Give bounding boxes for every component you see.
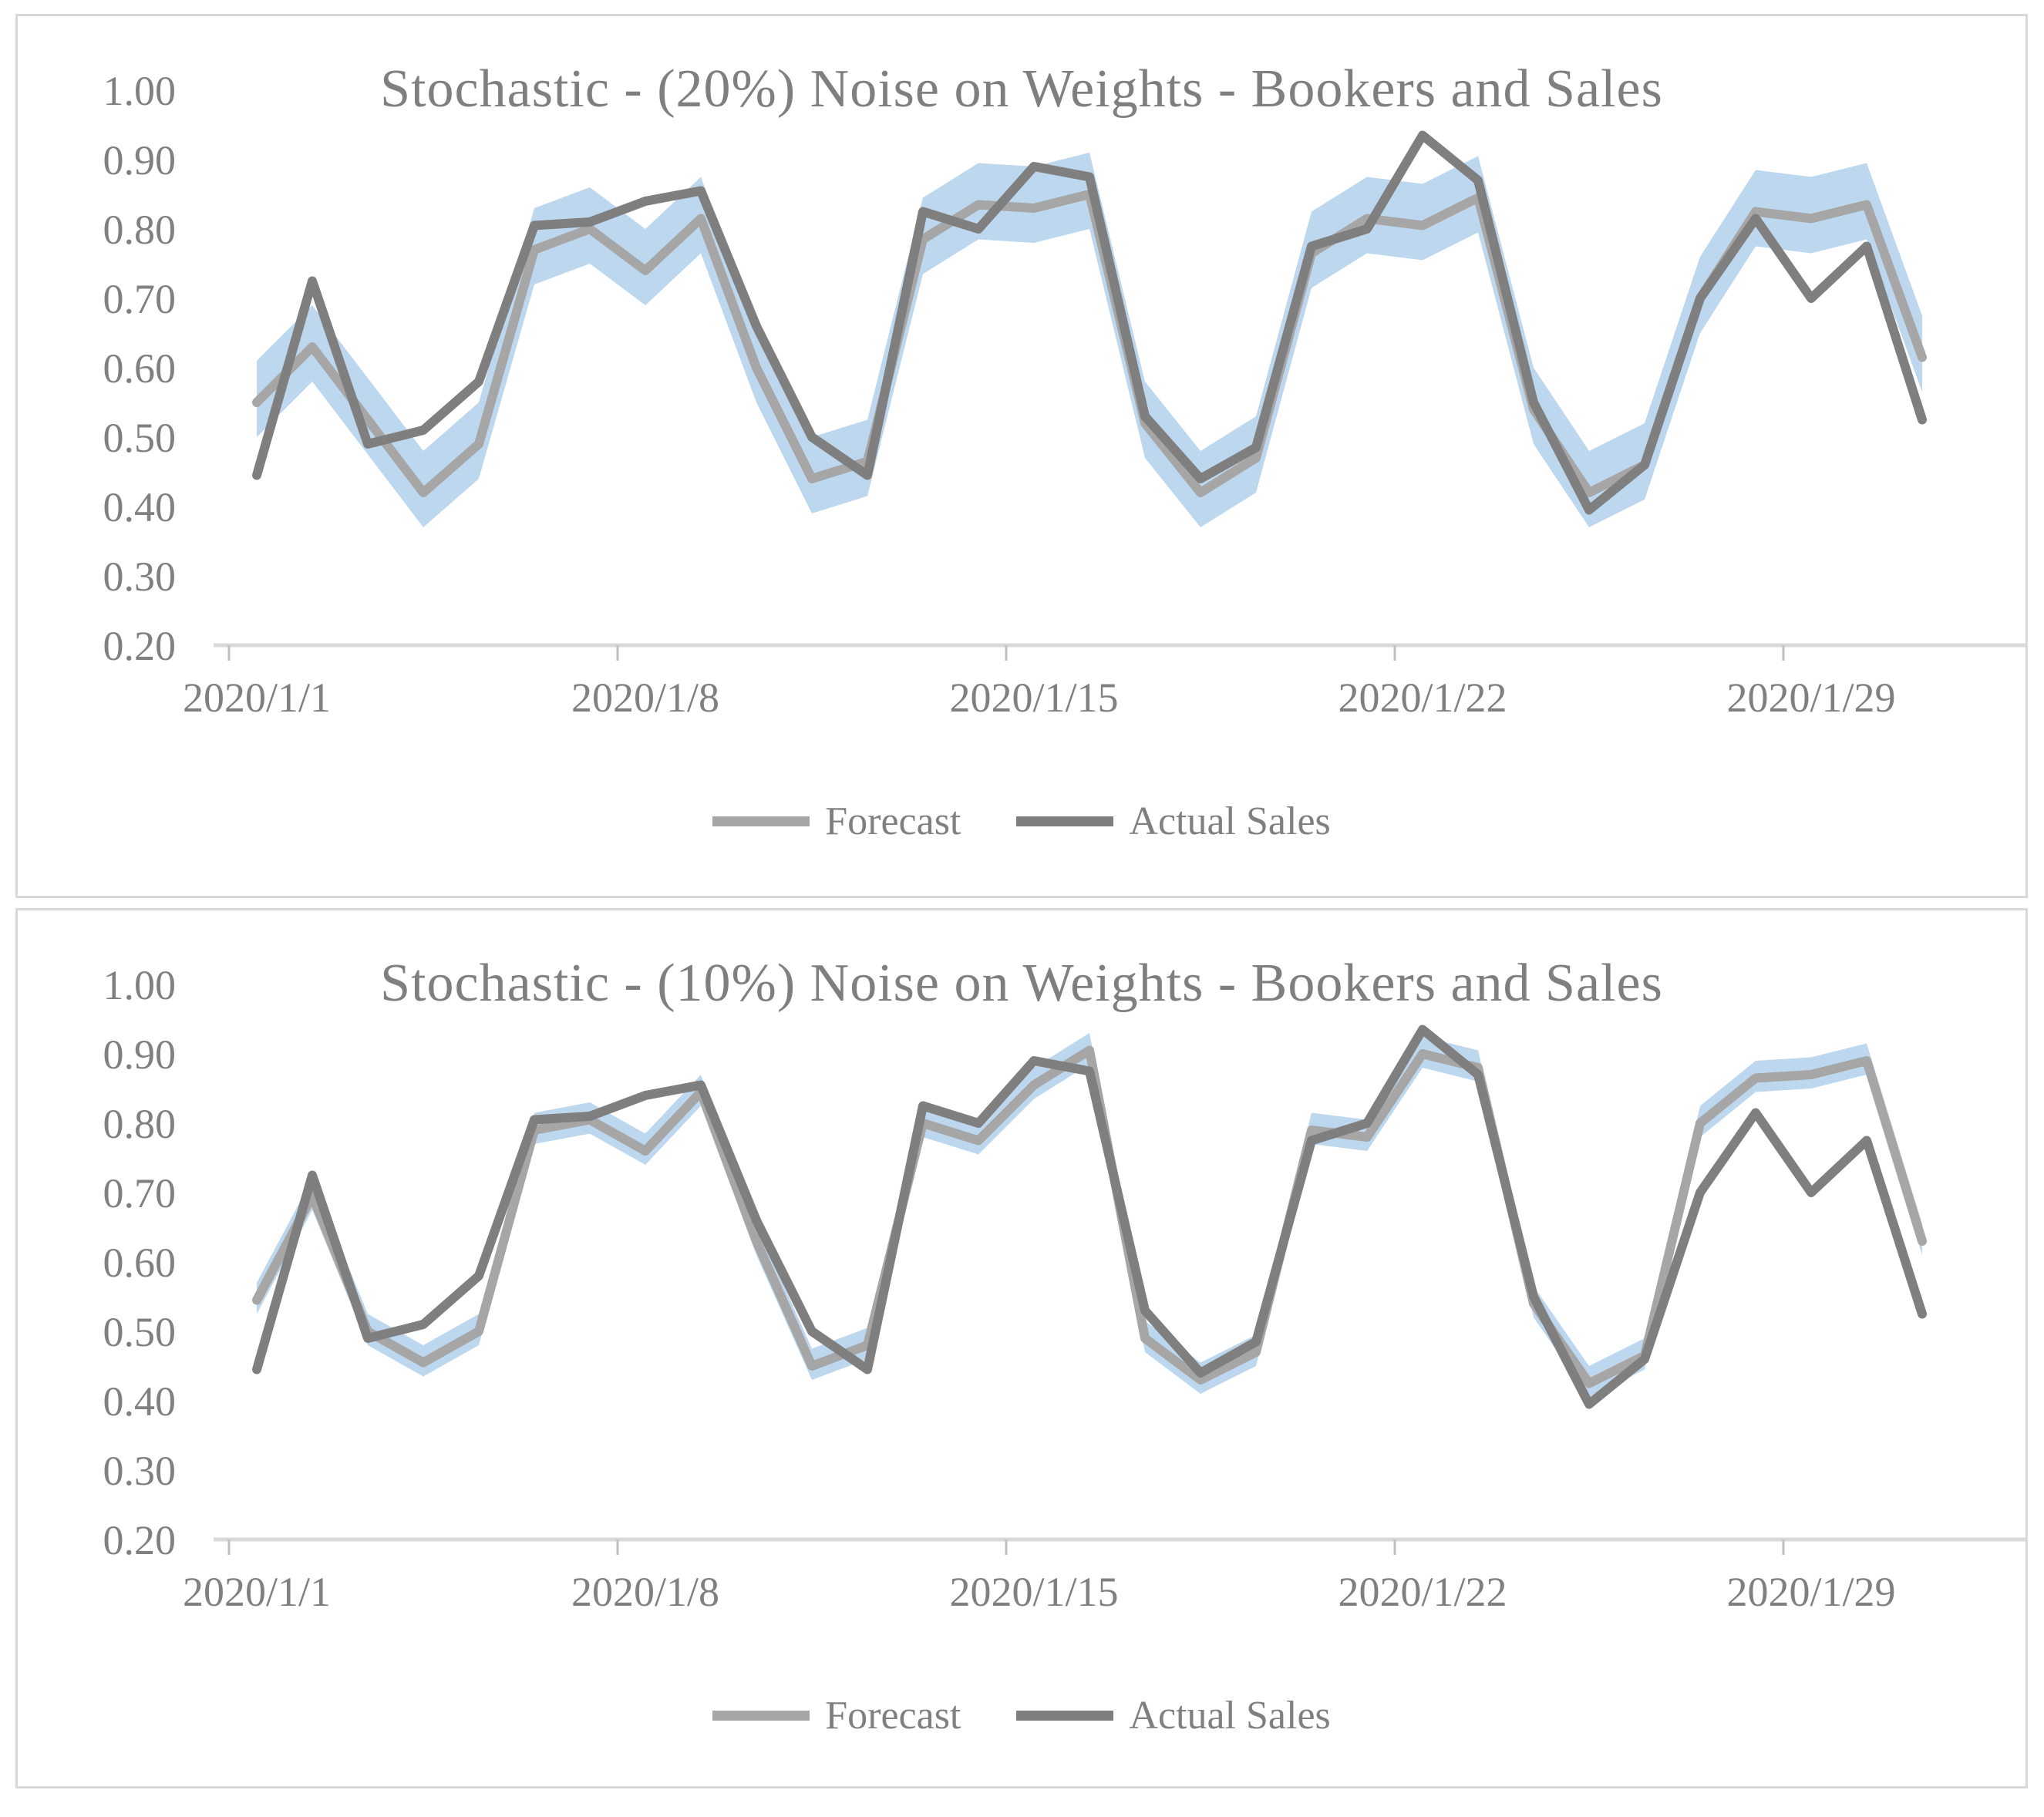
x-tick-label: 2020/1/29 [1726, 675, 1895, 721]
y-tick-label: 0.70 [103, 276, 177, 322]
plot-area: 1.000.900.800.700.600.500.400.300.202020… [103, 962, 2025, 1615]
actual-sales-line-swatch [1016, 1711, 1114, 1721]
y-tick-label: 0.90 [103, 1031, 177, 1078]
x-tick-label: 2020/1/8 [571, 1569, 719, 1615]
y-tick-label: 0.60 [103, 1240, 177, 1286]
actual-sales-line [252, 130, 1927, 515]
x-tick-label: 2020/1/1 [183, 675, 331, 721]
chart-title: Stochastic - (20%) Noise on Weights - Bo… [380, 59, 1663, 119]
legend-label-forecast: Forecast [825, 799, 961, 843]
y-tick-label: 0.80 [103, 1101, 177, 1147]
legend: Forecast Actual Sales [18, 799, 2025, 844]
forecast-line [252, 1045, 1927, 1388]
actual-sales-line [252, 1025, 1927, 1409]
y-tick-label: 0.60 [103, 345, 177, 392]
x-tick-label: 2020/1/1 [183, 1569, 331, 1615]
y-tick-label: 0.80 [103, 207, 177, 253]
x-tick-label: 2020/1/15 [949, 1569, 1118, 1615]
y-tick-label: 0.70 [103, 1170, 177, 1216]
y-tick-label: 1.00 [103, 962, 177, 1008]
legend-label-forecast: Forecast [825, 1694, 961, 1738]
y-tick-label: 1.00 [103, 68, 177, 114]
y-tick-label: 0.30 [103, 1448, 177, 1494]
y-tick-label: 0.50 [103, 1309, 177, 1355]
y-tick-label: 0.50 [103, 415, 177, 461]
x-tick-label: 2020/1/22 [1338, 675, 1507, 721]
chart-panel-20pct-noise: 1.00 0.90 0.80 0.70 0.60 0.50 0.40 0.30 0.20 2020… [15, 14, 2028, 898]
legend-label-actual-sales: Actual Sales [1129, 1694, 1331, 1738]
forecast-line-swatch [712, 816, 810, 826]
y-tick-label: 0.20 [103, 1517, 177, 1563]
y-tick-label: 0.30 [103, 554, 177, 600]
plot-area: 1.000.900.800.700.600.500.400.300.202020… [103, 68, 2025, 721]
y-tick-label: 0.40 [103, 1378, 177, 1425]
chart-panel-10pct-noise: 1.00 0.90 0.80 0.70 0.60 0.50 0.40 0.30 0.20 2020… [15, 908, 2028, 1788]
y-tick-label: 0.20 [103, 623, 177, 669]
chart-title: Stochastic - (10%) Noise on Weights - Bo… [380, 954, 1663, 1013]
forecast-line-swatch [712, 1711, 810, 1721]
legend-item-forecast: Forecast [712, 799, 961, 844]
x-tick-label: 2020/1/15 [949, 675, 1118, 721]
y-tick-label: 0.90 [103, 137, 177, 183]
legend-item-forecast: Forecast [712, 1693, 961, 1738]
legend: Forecast Actual Sales [18, 1693, 2025, 1738]
x-tick-label: 2020/1/8 [571, 675, 719, 721]
x-tick-label: 2020/1/22 [1338, 1569, 1507, 1615]
legend-label-actual-sales: Actual Sales [1129, 799, 1331, 843]
actual-sales-line-swatch [1016, 816, 1114, 826]
legend-item-actual-sales: Actual Sales [1016, 1693, 1331, 1738]
x-tick-label: 2020/1/29 [1726, 1569, 1895, 1615]
legend-item-actual-sales: Actual Sales [1016, 799, 1331, 844]
y-tick-label: 0.40 [103, 484, 177, 530]
